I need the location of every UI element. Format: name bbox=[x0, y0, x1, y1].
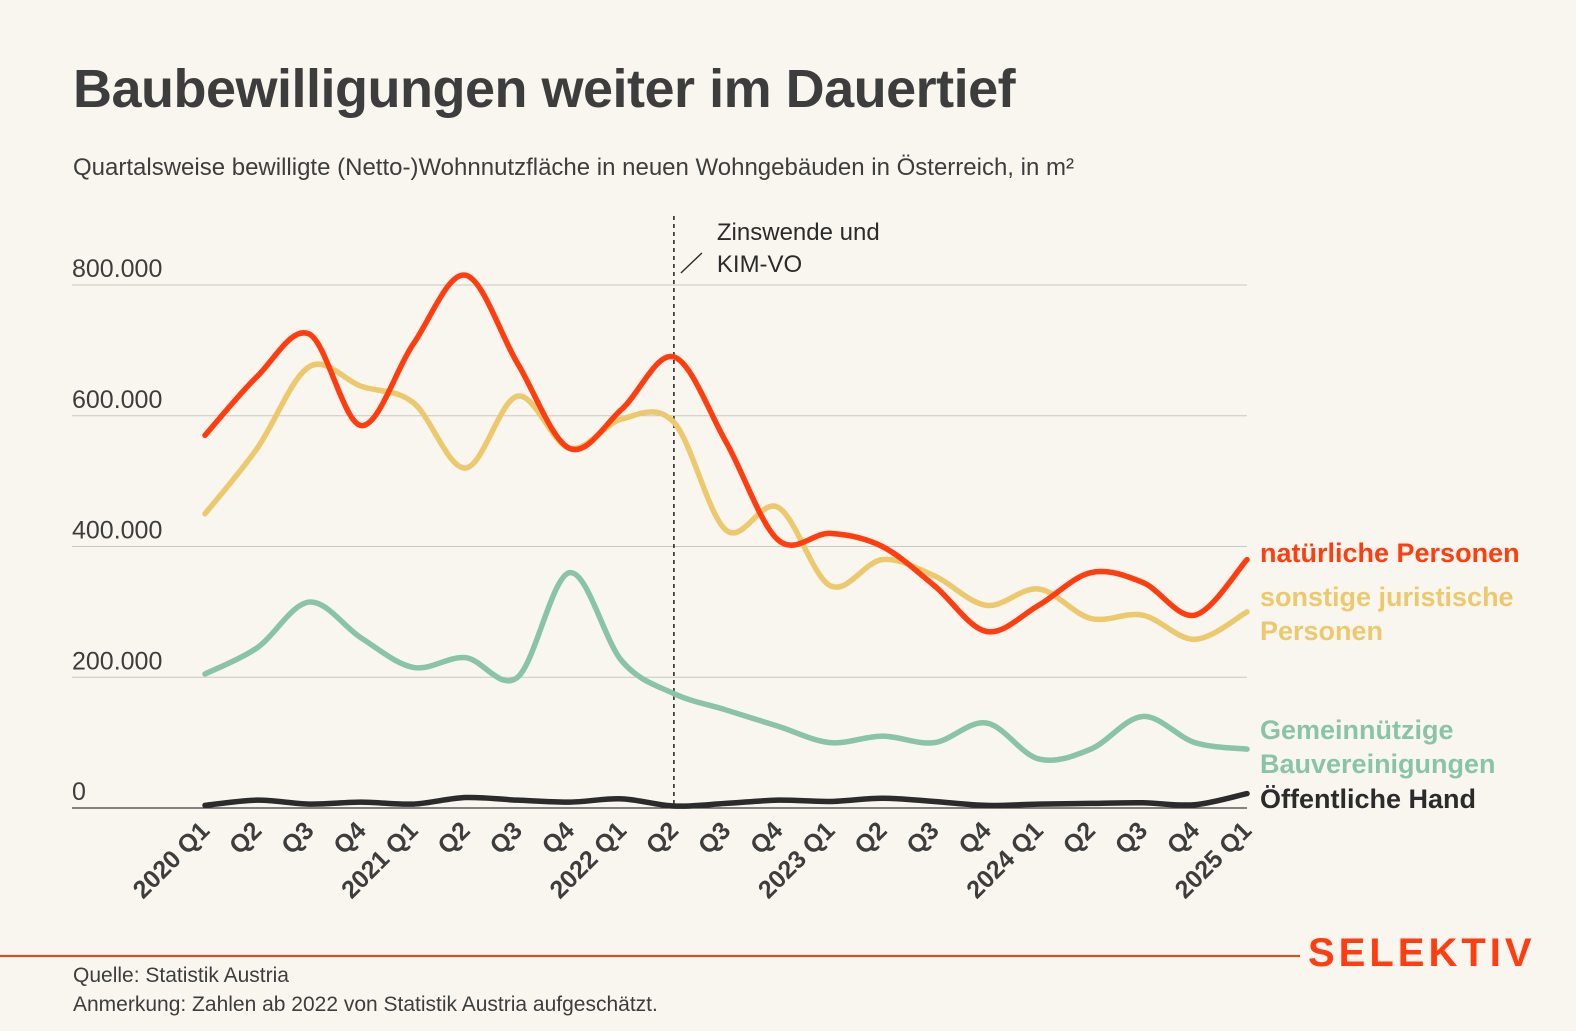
y-tick-label: 800.000 bbox=[72, 255, 162, 283]
x-tick-label: Q3 bbox=[901, 816, 944, 859]
annotation-layer: Zinswende und KIM-VO bbox=[673, 216, 880, 808]
source-note: Quelle: Statistik Austria bbox=[73, 964, 289, 987]
x-tick-label: Q2 bbox=[849, 816, 892, 859]
y-tick-label: 600.000 bbox=[72, 386, 162, 414]
x-tick-label: Q3 bbox=[276, 816, 319, 859]
grid-lines bbox=[72, 284, 1247, 809]
series-line bbox=[202, 790, 1250, 809]
x-tick-label: Q2 bbox=[432, 816, 475, 859]
y-axis-tick-labels: 0 200.000 400.000 600.000 800.000 bbox=[72, 255, 162, 806]
footer-divider bbox=[0, 955, 1300, 957]
annotation-leader bbox=[680, 252, 703, 274]
x-tick-label: Q4 bbox=[1162, 816, 1205, 859]
y-tick-label: 0 bbox=[72, 778, 86, 806]
x-tick-label: Q3 bbox=[1110, 816, 1153, 859]
annotation-text: Zinswende und bbox=[717, 219, 880, 246]
y-tick-label: 200.000 bbox=[72, 647, 162, 675]
y-tick-label: 400.000 bbox=[72, 517, 162, 545]
footnote: Anmerkung: Zahlen ab 2022 von Statistik … bbox=[73, 993, 658, 1016]
x-tick-label: Q3 bbox=[693, 816, 736, 859]
series-label: Gemeinnützige bbox=[1260, 715, 1454, 745]
x-tick-label: Q2 bbox=[224, 816, 267, 859]
x-tick-label: Q4 bbox=[745, 816, 788, 859]
x-tick-label: 2020 Q1 bbox=[128, 816, 216, 904]
x-tick-label: Q2 bbox=[1058, 816, 1101, 859]
series-label: sonstige juristische bbox=[1260, 582, 1514, 612]
chart-subtitle: Quartalsweise bewilligte (Netto-)Wohnnut… bbox=[73, 154, 1074, 181]
series-label: Öffentliche Hand bbox=[1260, 784, 1476, 814]
series-line bbox=[202, 569, 1250, 764]
x-tick-label: Q3 bbox=[484, 816, 527, 859]
chart-title: Baubewilligungen weiter im Dauertief bbox=[73, 59, 1016, 119]
series-lines bbox=[202, 272, 1250, 809]
x-tick-label: Q4 bbox=[328, 816, 371, 859]
series-line bbox=[202, 361, 1250, 643]
series-label: Personen bbox=[1260, 616, 1383, 646]
series-label: Bauvereinigungen bbox=[1260, 749, 1496, 779]
x-tick-label: Q4 bbox=[953, 816, 996, 859]
brand-logo[interactable]: SELEKTIV bbox=[1308, 931, 1536, 975]
annotation-text: KIM-VO bbox=[717, 251, 802, 278]
series-label: natürliche Personen bbox=[1260, 538, 1520, 568]
x-tick-label: Q2 bbox=[641, 816, 684, 859]
x-tick-label: Q4 bbox=[537, 816, 580, 859]
series-line bbox=[202, 272, 1250, 635]
series-labels: natürliche Personen sonstige juristische P… bbox=[1260, 538, 1520, 814]
